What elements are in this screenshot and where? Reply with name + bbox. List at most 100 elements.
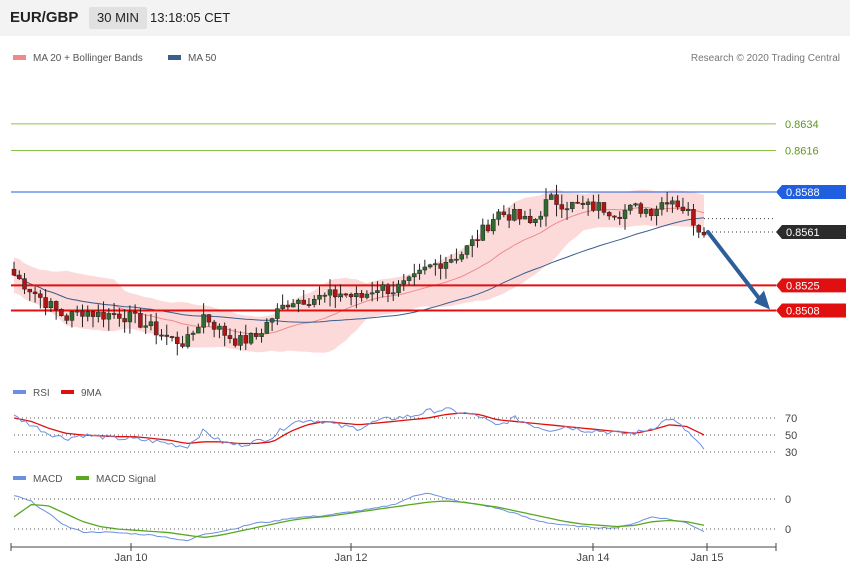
- candle: [85, 305, 90, 322]
- candle-body-bear: [22, 278, 27, 290]
- candle-body-bear: [575, 201, 580, 204]
- candle: [622, 204, 628, 230]
- candle-body-bull: [622, 210, 628, 219]
- candle-body-bull: [633, 203, 638, 206]
- candle-body-bull: [96, 311, 101, 317]
- candle: [169, 335, 175, 342]
- candle: [17, 270, 22, 280]
- candle: [522, 210, 528, 220]
- candle: [211, 319, 217, 338]
- candle: [43, 288, 48, 316]
- macd-levels: 00: [14, 494, 791, 536]
- candle: [533, 218, 538, 227]
- candle-body-bull: [491, 219, 496, 232]
- candle: [254, 327, 259, 340]
- candle-body-bull: [369, 292, 375, 295]
- candle-body-bull: [127, 311, 133, 323]
- candle: [201, 303, 206, 334]
- candle: [232, 328, 238, 348]
- candle: [401, 273, 407, 291]
- candle-body-bull: [670, 200, 675, 205]
- legend-label-macd: MACD: [33, 474, 62, 485]
- candle: [296, 298, 301, 313]
- candle-body-bear: [53, 301, 59, 310]
- candle-body-bull: [564, 208, 570, 211]
- candle: [190, 330, 196, 341]
- candlesticks: [11, 184, 707, 356]
- candle: [322, 292, 328, 303]
- candle: [185, 326, 191, 349]
- candle: [11, 261, 17, 277]
- candle: [32, 286, 38, 303]
- candle-body-bear: [164, 334, 169, 337]
- candle: [464, 245, 470, 259]
- candle: [285, 300, 291, 310]
- candle: [469, 235, 475, 258]
- trading-chart: MA 20 + Bollinger Bands MA 50 Research ©…: [0, 36, 850, 576]
- candle-body-bull: [543, 199, 549, 217]
- candle: [301, 289, 306, 305]
- level-label-text: 0.8634: [785, 119, 819, 131]
- candle-body-bear: [101, 311, 106, 320]
- candle-body-bear: [132, 311, 138, 314]
- candle: [90, 310, 96, 328]
- candle-body-bull: [48, 301, 54, 308]
- candle-body-bear: [211, 321, 217, 330]
- candle: [80, 304, 85, 328]
- candle: [417, 263, 422, 280]
- candle-body-bear: [117, 313, 122, 319]
- candle-body-bull: [522, 215, 528, 220]
- candle-body-bear: [175, 336, 180, 344]
- candle-body-bull: [417, 269, 422, 274]
- candle: [591, 194, 596, 213]
- candle: [343, 292, 349, 297]
- candle-body-bull: [427, 264, 433, 268]
- candle: [643, 207, 649, 218]
- candle-body-bull: [317, 294, 322, 300]
- candle-body-bull: [454, 258, 459, 261]
- candle-body-bear: [306, 304, 312, 306]
- candle: [664, 191, 670, 213]
- macd-signal-line: [13, 500, 705, 538]
- rsi-level-label: 70: [785, 413, 797, 425]
- candle: [106, 307, 112, 331]
- rsi-line: [13, 407, 705, 450]
- candle: [601, 202, 607, 216]
- candle: [111, 302, 117, 319]
- candle-body-bull: [406, 276, 412, 281]
- candle-body-bull: [85, 311, 90, 317]
- timeframe-badge[interactable]: 30 MIN: [89, 7, 147, 29]
- candle-body-bull: [375, 290, 380, 294]
- candle: [412, 263, 417, 286]
- rsi-level-label: 30: [785, 447, 797, 459]
- candle-body-bull: [322, 294, 328, 297]
- time-axis-label: Jan 12: [334, 552, 367, 564]
- candle: [248, 332, 254, 346]
- candle-body-bear: [638, 203, 644, 214]
- candle: [132, 304, 138, 324]
- candle: [275, 303, 280, 326]
- candle: [580, 195, 586, 210]
- candle-body-bear: [243, 335, 249, 344]
- candle-body-bull: [264, 321, 270, 334]
- candle-body-bear: [232, 338, 238, 346]
- legend-label-ma50: MA 50: [188, 53, 217, 64]
- candle: [153, 312, 159, 345]
- candle-body-bull: [380, 284, 385, 291]
- candle: [527, 208, 533, 224]
- candle-body-bear: [506, 214, 512, 221]
- candle-body-bear: [206, 314, 212, 323]
- candle-body-bull: [196, 327, 201, 334]
- candle: [506, 207, 512, 229]
- time-axis-ticks: Jan 10 Jan 12 Jan 14 Jan 15: [10, 543, 777, 564]
- candle: [485, 219, 491, 233]
- level-label-text: 0.8616: [785, 146, 819, 158]
- candle-body-bear: [222, 325, 227, 336]
- projection-arrowhead: [754, 290, 770, 310]
- candle-body-bull: [248, 332, 254, 344]
- candle: [438, 254, 443, 280]
- main-legend: MA 20 + Bollinger Bands MA 50: [13, 53, 217, 64]
- legend-swatch-macd: [13, 476, 26, 480]
- candle: [238, 331, 243, 351]
- candle-body-bull: [643, 209, 649, 214]
